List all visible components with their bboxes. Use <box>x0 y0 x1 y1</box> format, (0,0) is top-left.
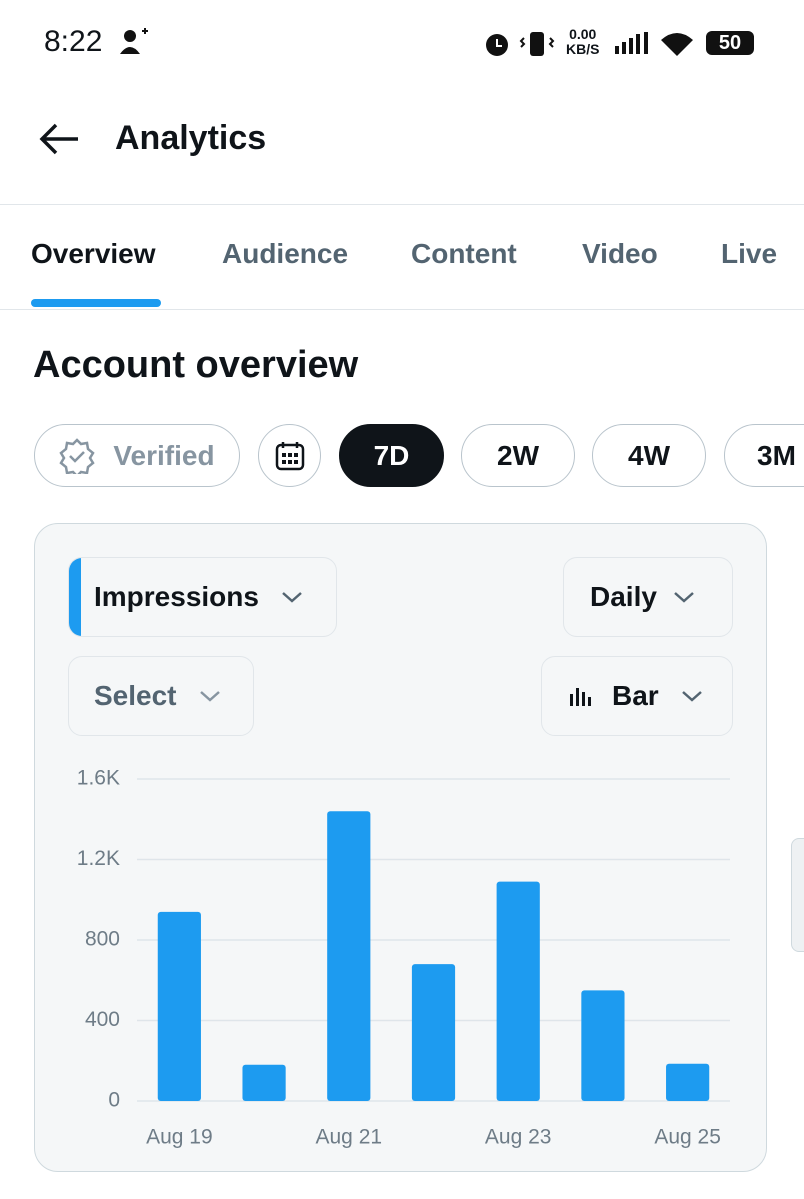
divider <box>0 309 804 310</box>
dropdown-label: Daily <box>590 581 657 612</box>
chevron <box>681 691 702 702</box>
bar <box>242 1064 286 1101</box>
status-icons <box>486 32 555 56</box>
y-tick-label: 1.6K <box>77 767 120 790</box>
chip-label: Verified <box>113 439 215 471</box>
battery: 50 <box>706 31 754 55</box>
chip-label: 3M <box>757 439 796 471</box>
section-title: Account overview <box>33 344 359 386</box>
signal-wifi <box>615 32 693 56</box>
bar <box>581 990 625 1101</box>
chevron <box>199 691 220 702</box>
bar <box>411 964 456 1101</box>
bar <box>157 911 201 1101</box>
dropdown-label: Impressions <box>94 581 259 612</box>
bar <box>327 811 371 1101</box>
y-tick-label: 800 <box>85 928 120 951</box>
filter-chip[interactable]: Verified <box>34 424 240 487</box>
y-tick-label: 1.2K <box>77 847 120 870</box>
tab[interactable]: Live <box>721 238 778 269</box>
x-tick-label: Aug 19 <box>146 1126 213 1149</box>
scroll-handle <box>791 838 804 952</box>
bar <box>666 1063 710 1101</box>
y-tick-label: 400 <box>85 1008 120 1031</box>
chip-label: 4W <box>628 439 670 471</box>
verified-icon <box>59 437 96 474</box>
tab[interactable]: Audience <box>222 238 349 269</box>
calendar-button[interactable] <box>258 424 321 487</box>
net-speed: 0.00 KB/S <box>566 27 599 57</box>
chart-style-dropdown[interactable]: Bar <box>541 656 733 736</box>
chip-label: 7D <box>373 439 410 471</box>
tab-indicator <box>31 299 161 307</box>
tab[interactable]: Video <box>582 238 658 269</box>
x-tick-label: Aug 23 <box>485 1126 552 1149</box>
x-tick-label: Aug 21 <box>316 1126 383 1149</box>
clock: 8:22 <box>44 25 103 58</box>
divider <box>0 204 804 205</box>
chevron <box>282 592 302 603</box>
compare-dropdown[interactable]: Select <box>68 656 254 736</box>
chevron <box>674 592 694 603</box>
bar-icon <box>570 688 591 706</box>
dropdown-label: Select <box>94 680 177 711</box>
dropdown-label: Bar <box>612 680 659 711</box>
filter-chip[interactable]: 7D <box>339 424 444 487</box>
chip-label: 2W <box>497 439 539 471</box>
metric-dropdown[interactable]: Impressions <box>68 557 337 637</box>
filter-chip[interactable]: 4W <box>592 424 706 487</box>
user-icon <box>120 28 148 54</box>
metric-color <box>69 558 81 636</box>
calendar-icon <box>275 441 304 470</box>
net-speed-value: 0.00 <box>569 26 597 42</box>
interval-dropdown[interactable]: Daily <box>563 557 733 637</box>
tab[interactable]: Content <box>411 238 517 269</box>
page-title: Analytics <box>115 119 267 157</box>
filter-chip[interactable]: 3M <box>724 424 804 487</box>
bar <box>496 881 540 1101</box>
back-button[interactable] <box>38 122 80 156</box>
x-tick-label: Aug 25 <box>654 1126 721 1149</box>
y-tick-label: 0 <box>108 1089 120 1112</box>
tab[interactable]: Overview <box>31 238 156 269</box>
net-speed-unit: KB/S <box>566 41 600 57</box>
filter-chip[interactable]: 2W <box>461 424 575 487</box>
